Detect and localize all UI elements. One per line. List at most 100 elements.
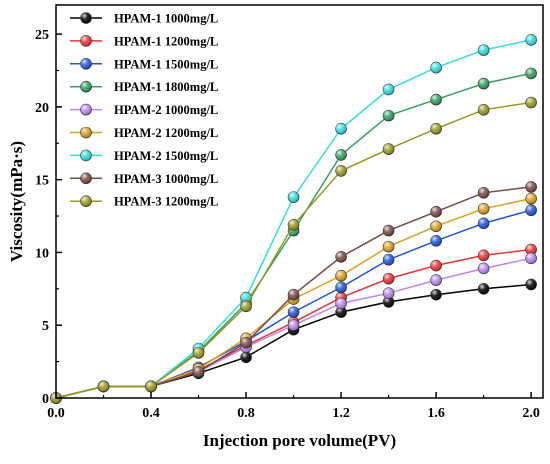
legend-label: HPAM-3 1000mg/L (114, 172, 218, 186)
y-tick-label: 5 (42, 319, 49, 334)
plot-layer (50, 34, 537, 404)
legend-item: HPAM-1 1200mg/L (70, 34, 218, 48)
data-point-shine (478, 104, 490, 116)
data-point-shine (430, 220, 442, 232)
legend-label: HPAM-2 1000mg/L (114, 103, 218, 117)
data-point-shine (525, 244, 537, 256)
data-point-shine (288, 289, 300, 301)
data-point-shine (430, 235, 442, 247)
data-point-shine (430, 62, 442, 74)
legend-item: HPAM-3 1000mg/L (70, 172, 218, 186)
data-point-shine (478, 283, 490, 295)
legend-item: HPAM-3 1200mg/L (70, 195, 218, 209)
data-point-shine (288, 319, 300, 331)
legend-item: HPAM-1 1500mg/L (70, 57, 218, 71)
legend-item: HPAM-2 1500mg/L (70, 149, 218, 163)
data-point-shine (240, 351, 252, 363)
data-point-shine (525, 67, 537, 79)
data-point-shine (335, 297, 347, 309)
legend-item: HPAM-1 1800mg/L (70, 80, 218, 94)
data-point-shine (478, 44, 490, 56)
data-point-shine (478, 262, 490, 274)
data-point-shine (383, 143, 395, 155)
legend-item: HPAM-2 1000mg/L (70, 103, 218, 117)
data-point-shine (430, 260, 442, 272)
x-tick-label: 2.0 (522, 406, 540, 421)
x-tick-label: 0.4 (142, 406, 160, 421)
legend-label: HPAM-1 1500mg/L (114, 57, 218, 71)
legend-label: HPAM-1 1200mg/L (114, 34, 218, 48)
data-point-shine (525, 181, 537, 193)
y-tick-label: 25 (35, 28, 49, 43)
data-point-shine (335, 165, 347, 177)
series-9 (50, 96, 537, 404)
data-point-shine (240, 337, 252, 349)
legend-marker-shine (80, 58, 92, 70)
data-point-shine (383, 83, 395, 95)
data-point-shine (383, 225, 395, 237)
data-point-shine (383, 241, 395, 253)
data-point-shine (335, 123, 347, 135)
data-point-shine (525, 278, 537, 290)
data-point-shine (335, 270, 347, 282)
data-point-shine (478, 187, 490, 199)
data-point-shine (240, 300, 252, 312)
data-point-shine (383, 273, 395, 285)
legend-label: HPAM-3 1200mg/L (114, 195, 218, 209)
data-point-shine (525, 97, 537, 109)
legend-marker-shine (80, 104, 92, 116)
series-8 (50, 181, 537, 404)
data-point-shine (478, 78, 490, 90)
plot-frame (55, 4, 544, 399)
legend-marker-shine (80, 149, 92, 161)
data-point-shine (383, 296, 395, 308)
data-point-shine (525, 204, 537, 216)
data-point-shine (383, 110, 395, 122)
legend-label: HPAM-2 1200mg/L (114, 126, 218, 140)
axes-layer: 0.0 0.4 0.8 1.2 1.6 2.0 0 5 10 15 20 25 Injection … (7, 4, 544, 450)
legend: HPAM-1 1000mg/L HPAM-1 1200mg/L HPAM-1 150… (70, 12, 218, 209)
data-point-shine (335, 306, 347, 318)
data-point-shine (430, 123, 442, 135)
x-tick-label: 0.0 (47, 406, 65, 421)
data-point-shine (288, 219, 300, 231)
data-point-shine (430, 94, 442, 106)
data-point-shine (430, 206, 442, 218)
y-tick-label: 10 (35, 246, 49, 261)
data-point-shine (478, 203, 490, 215)
legend-item: HPAM-2 1200mg/L (70, 126, 218, 140)
series-line (55, 101, 532, 399)
data-point-shine (335, 281, 347, 293)
data-point-shine (335, 251, 347, 263)
data-point-shine (430, 289, 442, 301)
data-point-shine (383, 287, 395, 299)
legend-marker-shine (80, 12, 92, 24)
legend-label: HPAM-2 1500mg/L (114, 149, 218, 163)
data-point-shine (478, 217, 490, 229)
y-tick-label: 20 (35, 101, 49, 116)
legend-item: HPAM-1 1000mg/L (70, 12, 218, 26)
data-point-shine (525, 193, 537, 205)
data-point-shine (383, 254, 395, 266)
data-point-shine (430, 274, 442, 286)
y-tick-label: 0 (42, 392, 49, 407)
x-tick-label: 1.6 (427, 406, 445, 421)
data-point-shine (193, 347, 205, 359)
data-point-shine (525, 34, 537, 46)
data-point-shine (525, 252, 537, 264)
series-5 (50, 252, 537, 404)
x-axis-ticks: 0.0 0.4 0.8 1.2 1.6 2.0 (47, 392, 540, 421)
legend-marker-shine (80, 195, 92, 207)
data-point-shine (335, 149, 347, 161)
data-point-shine (98, 380, 110, 392)
x-tick-label: 1.2 (332, 406, 350, 421)
data-point-shine (288, 191, 300, 203)
legend-marker-shine (80, 81, 92, 93)
y-axis-ticks: 0 5 10 15 20 25 (35, 28, 62, 407)
x-tick-label: 0.8 (237, 406, 255, 421)
y-tick-label: 15 (35, 174, 49, 189)
data-point-shine (145, 380, 157, 392)
legend-label: HPAM-1 1000mg/L (114, 12, 218, 26)
legend-marker-shine (80, 35, 92, 47)
